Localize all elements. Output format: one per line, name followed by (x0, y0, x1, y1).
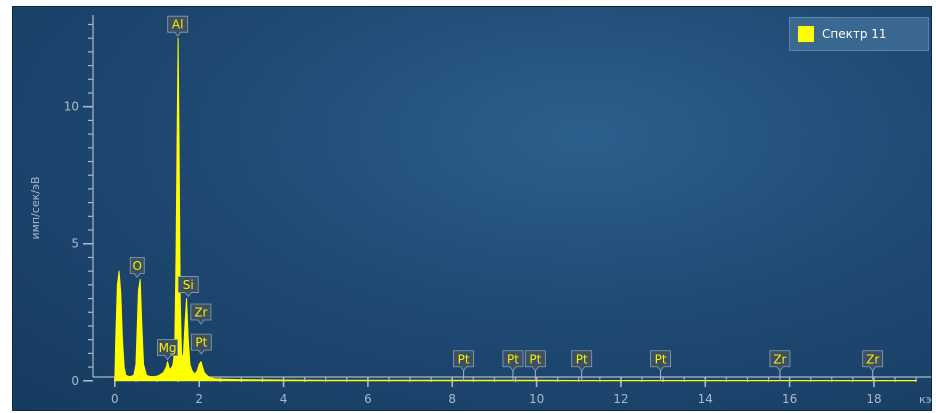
element-label-text: Pt (529, 352, 541, 366)
element-label-box (157, 339, 178, 361)
element-label-text: Zr (194, 305, 207, 319)
element-label: Zr (862, 350, 884, 381)
x-tick-label: 10 (529, 392, 544, 406)
element-label-text: Si (183, 278, 194, 292)
x-tick-label: 0 (111, 392, 119, 406)
x-tick-label: 4 (280, 392, 288, 406)
element-label-text: O (132, 259, 141, 273)
element-label-text: Mg (159, 341, 177, 355)
element-label-box (177, 276, 199, 298)
x-tick-label: 8 (448, 392, 456, 406)
element-label: Pt (502, 350, 524, 381)
element-label-box (650, 350, 671, 372)
element-label-box (129, 256, 145, 279)
element-label-text: Pt (458, 352, 470, 366)
y-axis-title: имп/сек/эВ (29, 176, 42, 239)
element-label-box (524, 350, 546, 372)
element-label: Pt (524, 350, 546, 381)
element-label-text: Pt (655, 352, 667, 366)
element-label-box (190, 333, 212, 355)
y-tick-label: 0 (71, 374, 79, 388)
x-tick-label: 14 (698, 392, 713, 406)
x-tick-label: 2 (195, 392, 203, 406)
element-label-text: Zr (773, 352, 786, 366)
element-label-box (862, 350, 884, 372)
element-label: O (129, 256, 145, 279)
x-tick-label: 6 (364, 392, 372, 406)
element-label: Mg (157, 339, 178, 361)
element-label: Pt (571, 350, 593, 381)
spectrum-plot-panel: 0 5 10 0 2 4 6 8 10 12 14 16 18 Al O Si Zr Pt Mg Pt Pt Pt Pt… (12, 6, 932, 411)
element-label-box (453, 350, 475, 372)
element-label-text: Pt (576, 352, 588, 366)
element-label: Zr (769, 350, 791, 381)
element-label: Pt (190, 333, 212, 355)
element-label-text: Pt (195, 336, 207, 350)
element-label-box (167, 15, 189, 37)
element-label: Zr (190, 303, 212, 325)
element-label-text: Zr (866, 352, 879, 366)
element-label-box (502, 350, 524, 372)
element-label-box (190, 303, 212, 325)
legend-label: Спектр 11 (822, 27, 887, 41)
element-label: Si (177, 276, 199, 298)
element-label: Al (167, 15, 189, 37)
x-tick-label: 12 (613, 392, 628, 406)
legend-swatch (798, 26, 814, 42)
element-label: Pt (453, 350, 475, 381)
x-tick-label: 18 (866, 392, 881, 406)
element-label-box (769, 350, 791, 372)
element-label: Pt (650, 350, 671, 381)
element-label-text: Pt (507, 352, 519, 366)
spectrum-series-0 (114, 37, 917, 382)
legend[interactable]: Спектр 11 (789, 17, 929, 51)
element-label-box (571, 350, 593, 372)
x-tick-label: 16 (782, 392, 797, 406)
series-area (114, 37, 917, 382)
y-axis: 0 5 10 (64, 15, 94, 388)
x-axis: 0 2 4 6 8 10 12 14 16 18 (93, 376, 931, 406)
x-axis-title: кэ (919, 393, 932, 406)
y-tick-label: 5 (71, 237, 79, 251)
y-tick-label: 10 (64, 100, 79, 114)
element-label-text: Al (172, 18, 184, 32)
